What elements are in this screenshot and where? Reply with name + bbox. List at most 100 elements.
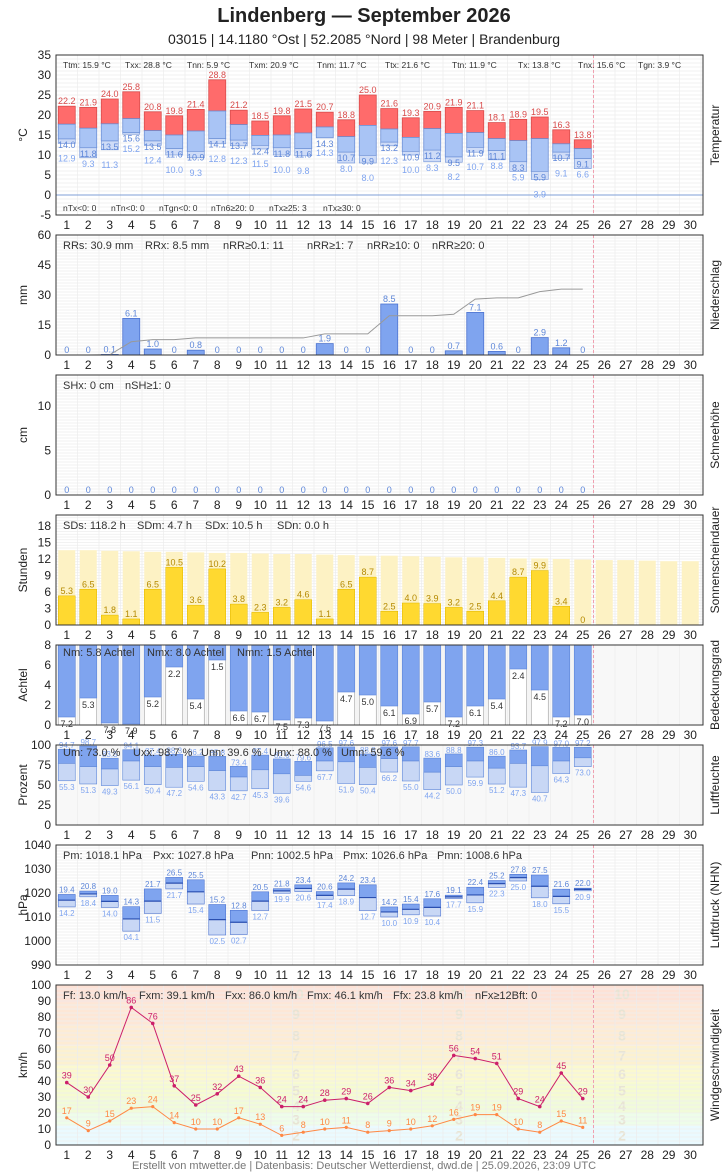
x-tick-label: 16 (383, 218, 397, 232)
temp-min-bar (100, 140, 119, 151)
pressure-min-bar (337, 888, 356, 896)
temp-min-label: 13.7 (230, 141, 248, 151)
temp-max-bar (530, 116, 549, 140)
x-tick-label: 5 (149, 628, 156, 642)
x-tick-label: 19 (447, 498, 461, 512)
temp-min-bar (573, 158, 592, 169)
humidity-min-label: 73.0 (575, 769, 591, 778)
temp-max-label: 18.9 (509, 109, 527, 119)
stat-label: Tgn: 3.9 °C (638, 60, 681, 70)
x-tick-label: 22 (512, 498, 526, 512)
x-tick-label: 30 (684, 498, 698, 512)
x-tick-label: 7 (192, 358, 199, 372)
temp-min-label: 11.6 (166, 150, 183, 160)
x-tick-label: 11 (276, 828, 289, 842)
temp-min-label: 9.1 (576, 160, 589, 170)
x-tick-label: 8 (214, 358, 221, 372)
pressure-max-bar (100, 895, 119, 902)
sun-possible-bar (122, 551, 140, 625)
beaufort-band (56, 1065, 703, 1083)
sun-label: 2.5 (469, 601, 482, 611)
plot-border (55, 844, 704, 966)
x-tick-label: 28 (641, 728, 655, 742)
mean-wind-label: 17 (62, 1106, 72, 1116)
panel-title: Luftfeuchte (708, 755, 722, 815)
pressure-max-bar (530, 874, 549, 887)
sun-possible-bar (574, 559, 592, 625)
cloud-bar (401, 644, 420, 715)
x-tick-label: 18 (426, 628, 440, 642)
x-tick-label: 26 (598, 358, 612, 372)
x-tick-label: 19 (447, 828, 461, 842)
x-tick-label: 23 (533, 498, 547, 512)
x-tick-label: 27 (619, 968, 633, 982)
stat-label: Nmx: 8.0 Achtel (147, 647, 224, 659)
humidity-min-label: 43.3 (209, 792, 225, 801)
stat-label: Tnm: 11.7 °C (317, 60, 367, 70)
humidity-max-bar (530, 746, 549, 767)
x-tick-label: 3 (106, 498, 113, 512)
temp-mean-bar (487, 138, 506, 152)
gust-point (215, 1092, 220, 1096)
y-axis-label: °C (16, 128, 30, 142)
sun-possible-bar (316, 554, 334, 625)
stat-label: SDm: 4.7 h (137, 520, 192, 532)
x-tick-label: 8 (214, 1148, 221, 1160)
temp-max-bar (57, 105, 76, 125)
gust-label: 34 (406, 1079, 416, 1089)
gust-point (365, 1101, 370, 1106)
x-tick-label: 22 (512, 1148, 526, 1160)
temp-max-bar (423, 111, 442, 130)
cloud-label: 7.2 (555, 719, 568, 729)
temp-mean-bar (100, 123, 119, 142)
temp-max-label: 19.8 (165, 106, 183, 116)
x-tick-label: 3 (106, 1148, 113, 1160)
gust-label: 29 (578, 1087, 588, 1097)
x-tick-label: 9 (235, 968, 242, 982)
x-tick-label: 3 (106, 968, 113, 982)
plot-border (55, 644, 704, 726)
x-tick-label: 11 (276, 968, 289, 982)
x-tick-label: 2 (85, 728, 92, 742)
sun-bar (380, 611, 398, 626)
y-tick-label: 25 (38, 88, 52, 102)
temp-min-label: 9.9 (361, 156, 374, 166)
pressure-min-label: 11.5 (145, 915, 161, 924)
cloud-label: 7.0 (576, 717, 589, 727)
x-tick-label: 21 (490, 498, 504, 512)
snow-label: 0 (172, 485, 177, 495)
cloud-bar (552, 644, 571, 718)
mean-wind-point (86, 1129, 90, 1133)
x-tick-label: 17 (404, 828, 418, 842)
x-tick-label: 26 (598, 828, 612, 842)
humidity-min-label: 42.7 (231, 793, 247, 802)
temp-max-label: 21.6 (380, 99, 398, 109)
temp-min-label: 11.8 (80, 149, 97, 159)
pressure-min-bar (466, 894, 485, 904)
temp-min-label: 11.3 (101, 160, 118, 170)
cloud-bar (380, 644, 399, 707)
x-tick-label: 28 (641, 828, 655, 842)
panel-title: Niederschlag (708, 260, 722, 330)
x-tick-label: 29 (662, 728, 676, 742)
cloud-label: 6.1 (383, 708, 396, 718)
sun-bar (251, 612, 269, 626)
mean-wind-label: 17 (234, 1106, 244, 1116)
cloud-bar (530, 644, 549, 691)
x-tick-label: 27 (619, 1148, 633, 1160)
pressure-max-label: 24.2 (338, 874, 354, 883)
humidity-max-bar (294, 761, 313, 776)
snow-label: 0 (516, 485, 521, 495)
humidity-min-bar (57, 763, 76, 782)
temp-min-label: 3.9 (533, 189, 546, 199)
gust-label: 24 (535, 1095, 545, 1105)
pressure-max-label: 17.6 (424, 890, 440, 899)
temp-mean-bar (552, 143, 571, 153)
x-tick-label: 25 (576, 628, 590, 642)
temp-mean-bar (57, 123, 76, 140)
sun-bar (273, 607, 291, 626)
x-tick-label: 16 (383, 628, 397, 642)
panel-title: Luftdruck (NHN) (708, 862, 722, 949)
x-tick-label: 28 (641, 628, 655, 642)
x-tick-label: 26 (598, 628, 612, 642)
